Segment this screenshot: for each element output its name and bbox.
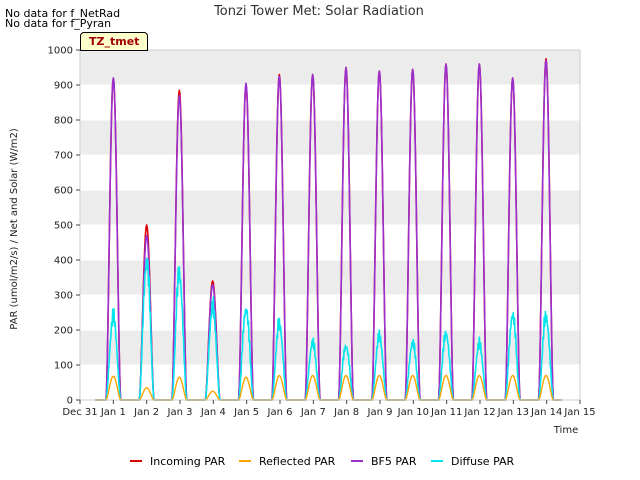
chart-title: Tonzi Tower Met: Solar Radiation — [213, 4, 424, 19]
x-tick-label-0: Dec 31 — [62, 407, 97, 418]
y-tick-label-4: 400 — [54, 256, 73, 267]
x-tick-label-3: Jan 3 — [167, 407, 193, 418]
x-tick-label-1: Jan 1 — [100, 407, 126, 418]
background-bands — [80, 50, 580, 365]
y-tick-label-1: 100 — [54, 361, 73, 372]
y-tick-label-8: 800 — [54, 116, 73, 127]
y-axis-label: PAR (umol/m2/s) / Net and Solar (W/m2) — [9, 128, 20, 330]
x-tick-label-10: Jan 10 — [397, 407, 429, 418]
legend-label-diffuse: Diffuse PAR — [451, 455, 515, 468]
band-9 — [80, 50, 580, 85]
y-tick-label-10: 1000 — [48, 46, 73, 57]
y-axis-ticks: 0 100 200 300 400 500 600 700 800 900 1000 — [48, 46, 80, 407]
legend-label-bf5: BF5 PAR — [371, 455, 417, 468]
x-tick-label-13: Jan 13 — [497, 407, 529, 418]
legend-label-incoming: Incoming PAR — [150, 455, 226, 468]
band-1 — [80, 330, 580, 365]
x-tick-label-12: Jan 12 — [463, 407, 495, 418]
site-badge: TZ_tmet — [80, 32, 149, 51]
band-5 — [80, 190, 580, 225]
x-tick-label-11: Jan 11 — [430, 407, 462, 418]
x-tick-label-8: Jan 8 — [333, 407, 359, 418]
x-tick-label-15: Jan 15 — [563, 407, 595, 418]
note-netrad: No data for f_NetRad — [5, 7, 121, 20]
y-tick-label-6: 600 — [54, 186, 73, 197]
band-3 — [80, 260, 580, 295]
x-tick-label-6: Jan 6 — [267, 407, 293, 418]
y-tick-label-7: 700 — [54, 151, 73, 162]
y-tick-label-0: 0 — [67, 396, 73, 407]
y-tick-label-2: 200 — [54, 326, 73, 337]
x-tick-label-9: Jan 9 — [367, 407, 393, 418]
y-tick-label-9: 900 — [54, 81, 73, 92]
x-tick-label-2: Jan 2 — [133, 407, 159, 418]
x-axis-label: Time — [553, 425, 578, 436]
y-tick-label-3: 300 — [54, 291, 73, 302]
y-tick-label-5: 500 — [54, 221, 73, 232]
band-7 — [80, 120, 580, 155]
legend-label-reflected: Reflected PAR — [259, 455, 336, 468]
note-pyran: No data for f_Pyran — [5, 17, 112, 30]
x-axis-ticks: Dec 31 Jan 1 Jan 2 Jan 3 Jan 4 Jan 5 Jan 6 Jan … — [62, 400, 596, 418]
x-tick-label-5: Jan 5 — [233, 407, 259, 418]
x-tick-label-7: Jan 7 — [300, 407, 326, 418]
series-line-reflected — [95, 374, 562, 401]
x-tick-label-4: Jan 4 — [200, 407, 226, 418]
legend: Incoming PAR Reflected PAR BF5 PAR Diffuse … — [130, 455, 515, 468]
x-tick-label-14: Jan 14 — [530, 407, 562, 418]
